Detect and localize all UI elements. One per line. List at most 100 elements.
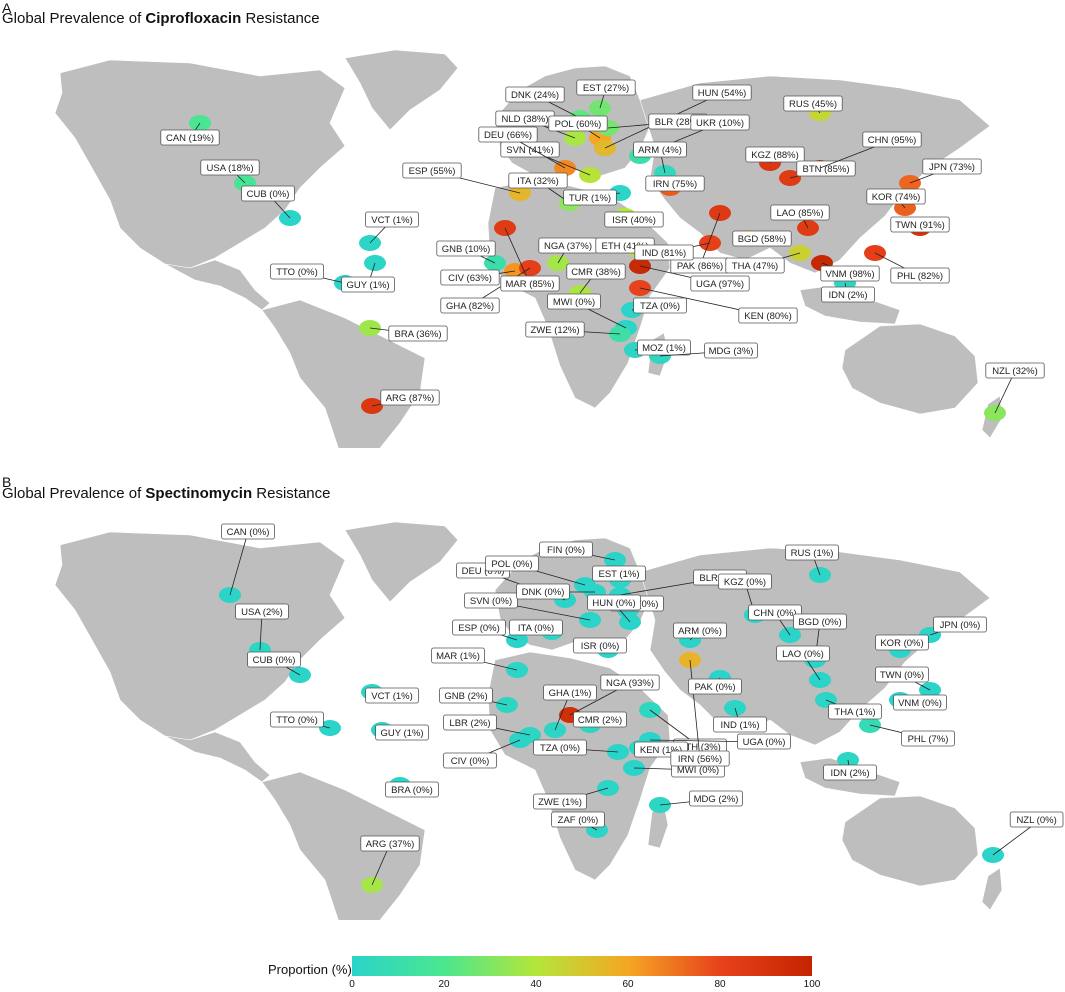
country-label-esp: ESP (55%) <box>402 162 462 179</box>
label-box <box>548 115 608 132</box>
label-box <box>821 286 875 303</box>
country-label-nga: NGA (93%) <box>600 674 660 691</box>
label-box <box>688 678 742 695</box>
label-box <box>235 603 289 620</box>
country-label-tur: TUR (1%) <box>563 189 617 206</box>
label-box <box>866 188 926 205</box>
country-label-esp: ESP (0%) <box>452 619 506 636</box>
label-text: GNB (10%) <box>442 244 491 255</box>
label-text: TZA (0%) <box>540 743 580 754</box>
label-text: CIV (0%) <box>451 756 490 767</box>
label-text: IRN (75%) <box>653 179 697 190</box>
label-text: ARG (87%) <box>386 393 435 404</box>
country-label-isr: ISR (40%) <box>604 211 664 228</box>
country-label-vnm: VNM (0%) <box>893 694 947 711</box>
label-box <box>645 175 705 192</box>
label-text: KGZ (88%) <box>751 150 799 161</box>
label-box <box>673 622 727 639</box>
label-box <box>443 714 497 731</box>
label-box <box>820 265 880 282</box>
label-box <box>385 781 439 798</box>
label-box <box>525 321 585 338</box>
label-text: USA (18%) <box>207 163 254 174</box>
label-text: ITA (0%) <box>518 623 554 634</box>
country-label-hun: HUN (54%) <box>692 84 752 101</box>
label-text: DNK (24%) <box>511 90 559 101</box>
country-label-fin: FIN (0%) <box>539 541 593 558</box>
country-label-tza: TZA (0%) <box>633 297 687 314</box>
label-box <box>221 523 275 540</box>
label-text: ITA (32%) <box>517 176 559 187</box>
label-box <box>985 362 1045 379</box>
label-box <box>247 651 301 668</box>
label-box <box>464 592 518 609</box>
legend-tick-label: 40 <box>530 979 542 990</box>
label-text: PAK (0%) <box>694 682 735 693</box>
label-text: MDG (3%) <box>709 346 754 357</box>
label-text: PHL (7%) <box>908 734 949 745</box>
label-box <box>365 687 419 704</box>
country-label-guy: GUY (1%) <box>341 276 395 293</box>
label-text: POL (60%) <box>555 119 602 130</box>
label-box <box>551 811 605 828</box>
label-text: ETH (41%) <box>602 241 649 252</box>
label-text: THA (47%) <box>732 261 778 272</box>
label-text: EST (27%) <box>583 83 629 94</box>
label-text: VCT (1%) <box>371 691 413 702</box>
leader-line-mar <box>504 227 531 285</box>
leader-line-can <box>229 531 249 596</box>
country-label-pol: POL (60%) <box>548 115 608 132</box>
legend-tick-label: 80 <box>714 979 726 990</box>
label-box <box>563 189 617 206</box>
country-label-nga: NGA (37%) <box>538 237 598 254</box>
country-label-usa: USA (18%) <box>200 159 260 176</box>
label-text: PHL (82%) <box>897 271 943 282</box>
country-label-chn: CHN (0%) <box>748 604 802 621</box>
label-text: MDG (2%) <box>694 794 739 805</box>
label-text: TWN (91%) <box>895 220 945 231</box>
label-box <box>823 764 877 781</box>
country-label-bra: BRA (36%) <box>388 325 448 342</box>
country-label-rus: RUS (45%) <box>783 95 843 112</box>
country-label-dnk: DNK (24%) <box>505 86 565 103</box>
label-text: KGZ (0%) <box>724 577 766 588</box>
label-box <box>566 263 626 280</box>
label-box <box>633 141 687 158</box>
country-label-mar: MAR (85%) <box>500 275 560 292</box>
world-map-spectinomycin: CAN (0%) USA (2%) CUB (0%) VCT (1%) TTO (0%)… <box>54 521 1064 920</box>
country-label-tto: TTO (0%) <box>270 263 324 280</box>
label-text: USA (2%) <box>241 607 283 618</box>
label-text: LAO (85%) <box>777 208 824 219</box>
country-label-lao: LAO (0%) <box>776 645 830 662</box>
label-box <box>539 541 593 558</box>
landmass-south-america <box>261 771 426 920</box>
label-text: GUY (1%) <box>380 728 423 739</box>
country-label-idn: IDN (2%) <box>823 764 877 781</box>
landmass-new-zealand <box>981 867 1003 911</box>
label-text: BRA (36%) <box>395 329 442 340</box>
country-label-est: EST (27%) <box>576 79 636 96</box>
label-text: ARG (37%) <box>366 839 415 850</box>
panel-b-title-drug: Spectinomycin <box>145 485 253 502</box>
label-box <box>862 131 922 148</box>
label-text: SVN (0%) <box>470 596 512 607</box>
label-text: CHN (95%) <box>868 135 917 146</box>
label-box <box>440 297 500 314</box>
country-label-ukr: UKR (10%) <box>690 114 750 131</box>
country-label-pol: POL (0%) <box>485 555 539 572</box>
label-text: UGA (97%) <box>696 279 744 290</box>
country-label-gha: GHA (1%) <box>543 684 597 701</box>
country-label-nzl: NZL (0%) <box>1009 811 1064 828</box>
label-box <box>160 129 220 146</box>
label-text: CUB (0%) <box>253 655 296 666</box>
legend-tick-label: 100 <box>803 979 821 990</box>
label-box <box>732 230 792 247</box>
label-box <box>692 84 752 101</box>
country-label-bgd: BGD (0%) <box>793 613 847 630</box>
label-text: ISR (0%) <box>581 641 620 652</box>
landmass-greenland <box>344 49 459 131</box>
label-box <box>543 684 597 701</box>
label-text: NZL (0%) <box>1016 815 1056 826</box>
country-label-uga: UGA (0%) <box>737 733 791 750</box>
label-text: UKR (10%) <box>696 118 744 129</box>
